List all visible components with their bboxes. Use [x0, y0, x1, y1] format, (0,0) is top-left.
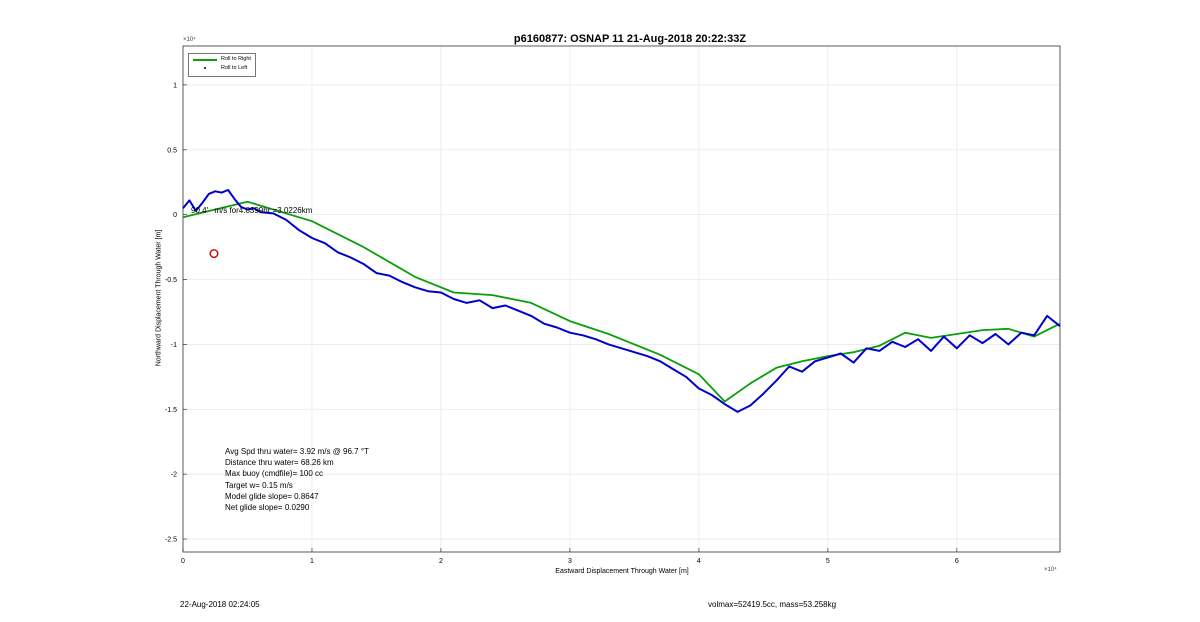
info-line: Net glide slope= 0.0290	[225, 503, 310, 513]
annotation-heading: 90.4'	[191, 206, 209, 215]
y-tick-label: -2	[171, 472, 177, 479]
legend-entry-roll-right: Roll to Right	[192, 55, 254, 64]
marker-group	[209, 249, 219, 259]
legend-dot-swatch	[204, 67, 206, 69]
info-line: Avg Spd thru water= 3.92 m/s @ 96.7 °T	[225, 447, 369, 456]
y-tick-label: 1	[173, 82, 177, 89]
annotation-speed: m/s for4.8399hr =3.0226km	[214, 206, 313, 215]
start-circle-marker	[209, 249, 219, 259]
y-tick-label: -2.5	[165, 537, 177, 544]
info-line: Model glide slope= 0.8647	[225, 491, 319, 501]
x-tick-label: 4	[697, 558, 701, 565]
x-exponent-label: ×10⁴	[1044, 567, 1057, 573]
footer-timestamp: 22-Aug-2018 02:24:05	[180, 600, 260, 609]
plot-area-frame	[182, 45, 1061, 553]
series-group	[182, 189, 1061, 413]
legend-entry-roll-left: Roll to Left	[192, 64, 254, 73]
grid-lines	[182, 46, 1060, 552]
info-line: Distance thru water= 68.26 km	[225, 458, 334, 468]
y-axis-label: Northward Displacement Through Water [m]	[155, 229, 163, 367]
x-tick-label: 5	[826, 558, 830, 565]
axis-ticks: 0 1 2 3 4 5 6 -2.5 -2 -1.5 -1 -0.5 0 0.5 1	[165, 82, 959, 565]
legend-label: Roll to Right	[221, 56, 251, 62]
chart-title: p6160877: OSNAP 11 21-Aug-2018 20:22:33Z	[513, 33, 747, 45]
roll-right-line	[182, 200, 1061, 403]
y-exponent-label: ×10⁴	[183, 37, 196, 43]
info-line: Target w= 0.15 m/s	[225, 480, 293, 490]
y-tick-label: -0.5	[165, 277, 177, 284]
y-tick-label: -1.5	[165, 407, 177, 414]
x-axis-label: Eastward Displacement Through Water [m]	[555, 568, 689, 575]
legend-line-swatch	[193, 59, 217, 61]
legend-label: Roll to Left	[221, 65, 248, 71]
info-block: Avg Spd thru water= 3.92 m/s @ 96.7 °T D…	[225, 446, 369, 513]
legend: Roll to Right Roll to Left	[188, 53, 256, 77]
annotation-text: 90.4' m/s for4.8399hr =3.0226km	[191, 206, 312, 215]
x-tick-label: 6	[955, 558, 959, 565]
x-tick-label: 0	[181, 558, 185, 565]
x-tick-label: 2	[439, 558, 443, 565]
footer-volmax-mass: volmax=52419.5cc, mass=53.258kg	[708, 600, 837, 609]
y-tick-label: -1	[171, 342, 177, 349]
y-tick-label: 0.5	[167, 147, 177, 154]
y-tick-label: 0	[173, 212, 177, 219]
x-tick-label: 1	[310, 558, 314, 565]
glider-track-line	[182, 189, 1061, 413]
info-line: Max buoy (cmdfile)= 100 cc	[225, 469, 324, 479]
x-tick-label: 3	[568, 558, 572, 565]
